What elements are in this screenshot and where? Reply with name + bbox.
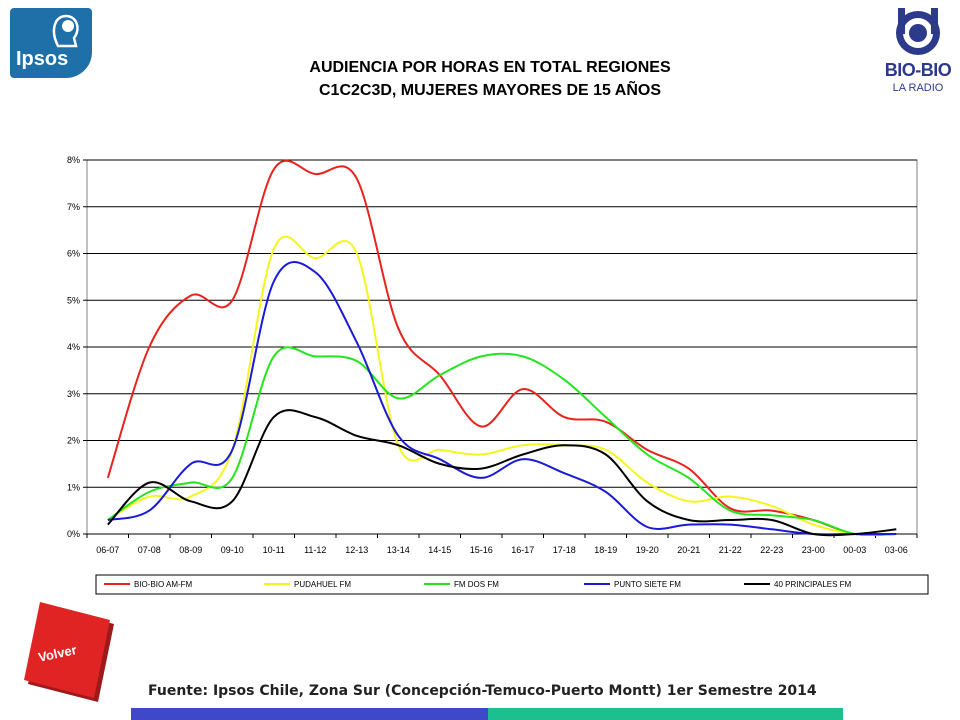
footer-bar-blue [131, 708, 488, 720]
ipsos-logo-text: Ipsos [16, 48, 69, 70]
biobio-logo: BIO-BIO LA RADIO [882, 6, 954, 100]
series-line-5 [107, 409, 897, 537]
x-tick-label: 12-13 [345, 545, 368, 555]
legend-box [95, 574, 929, 595]
legend-label: PUNTO SIETE FM [614, 580, 681, 589]
biobio-mark-icon [896, 8, 940, 55]
chart-title-line2: C1C2C3D, MUJERES MAYORES DE 15 AÑOS [318, 82, 662, 99]
legend-label: BIO-BIO AM-FM [134, 580, 193, 589]
x-tick-label: 08-09 [179, 545, 202, 555]
x-tick-label: 22-23 [760, 545, 783, 555]
volver-button[interactable]: Volver [24, 598, 124, 706]
x-tick-label: 21-22 [719, 545, 742, 555]
y-tick-label: 1% [67, 482, 80, 492]
y-axis-ticks: 0% 1% 2% 3% 4% 5% 6% 7% 8% [67, 155, 87, 539]
y-tick-label: 3% [67, 389, 80, 399]
biobio-logo-name: BIO-BIO [884, 60, 952, 80]
y-tick-label: 6% [67, 249, 80, 259]
y-tick-label: 4% [67, 342, 80, 352]
x-tick-label: 13-14 [387, 545, 410, 555]
x-tick-label: 20-21 [677, 545, 700, 555]
y-tick-label: 5% [67, 295, 80, 305]
biobio-logo-sub: LA RADIO [892, 82, 944, 94]
y-tick-label: 0% [67, 529, 80, 539]
legend: BIO-BIO AM-FM PUDAHUEL FM FM DOS FM PUNTO S… [104, 580, 852, 589]
x-tick-label: 23-00 [802, 545, 825, 555]
series-line-1 [106, 159, 897, 537]
x-tick-label: 19-20 [636, 545, 659, 555]
chart-title: AUDIENCIA POR HORAS EN TOTAL REGIONES C1… [200, 56, 780, 102]
x-tick-label: 06-07 [96, 545, 119, 555]
footer-bar-green [488, 708, 843, 720]
series-line-4 [107, 261, 897, 536]
x-tick-label: 16-17 [511, 545, 534, 555]
ipsos-head-icon [52, 14, 79, 48]
source-note: Fuente: Ipsos Chile, Zona Sur (Concepció… [148, 683, 817, 699]
legend-label: FM DOS FM [454, 580, 499, 589]
x-axis-ticks: 06-07 07-08 08-09 09-10 10-11 11-12 12-13 13-14… [86, 534, 918, 555]
legend-label: PUDAHUEL FM [294, 580, 351, 589]
x-tick-label: 14-15 [428, 545, 451, 555]
ipsos-logo: Ipsos [10, 8, 92, 78]
series-line-2 [107, 235, 897, 536]
x-tick-label: 07-08 [138, 545, 161, 555]
y-tick-label: 2% [67, 436, 80, 446]
x-tick-label: 17-18 [553, 545, 576, 555]
y-tick-label: 8% [67, 155, 80, 165]
x-tick-label: 10-11 [263, 545, 285, 555]
x-tick-label: 03-06 [885, 545, 908, 555]
x-tick-label: 00-03 [843, 545, 866, 555]
chart-title-line1: AUDIENCIA POR HORAS EN TOTAL REGIONES [309, 59, 671, 76]
volver-shape-icon [24, 602, 114, 702]
x-tick-label: 18-19 [594, 545, 617, 555]
x-tick-label: 15-16 [470, 545, 493, 555]
y-tick-label: 7% [67, 202, 80, 212]
x-tick-label: 11-12 [304, 545, 326, 555]
series-lines [106, 159, 897, 537]
legend-label: 40 PRINCIPALES FM [774, 580, 852, 589]
x-tick-label: 09-10 [221, 545, 244, 555]
series-line-3 [107, 346, 897, 537]
